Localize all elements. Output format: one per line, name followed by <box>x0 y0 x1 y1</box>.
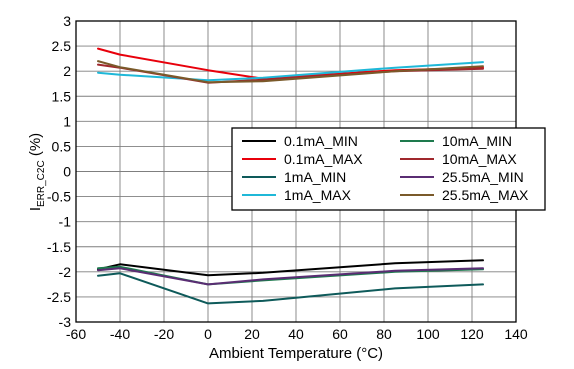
series-line-25-5ma-min <box>97 267 484 286</box>
legend-label-1ma-min: 1mA_MIN <box>284 169 346 185</box>
y-tick-label: -0.5 <box>47 189 71 205</box>
x-tick-label: 80 <box>376 326 392 342</box>
y-tick-label: -3 <box>59 314 72 330</box>
y-tick-label: -2.5 <box>47 289 71 305</box>
y-tick-label: 0.5 <box>52 138 72 154</box>
x-tick-label: -20 <box>154 326 174 342</box>
series-line-1ma-min <box>97 272 484 305</box>
legend-box <box>231 127 546 211</box>
y-tick-label: -1.5 <box>47 239 71 255</box>
legend-label-1ma-max: 1mA_MAX <box>284 187 352 203</box>
legend-label-25-5ma-min: 25.5mA_MIN <box>442 169 524 185</box>
y-tick-label: 0 <box>63 164 71 180</box>
x-tick-label: 40 <box>288 326 304 342</box>
x-tick-label: 140 <box>504 326 528 342</box>
x-tick-label: -40 <box>110 326 130 342</box>
y-tick-label: -2 <box>59 264 72 280</box>
y-axis-title-main: I <box>27 207 44 211</box>
legend-label-25-5ma-max: 25.5mA_MAX <box>442 187 529 203</box>
y-axis-title-subscript: ERR_C2C <box>36 160 47 207</box>
legend: 0.1mA_MIN 10mA_MIN 0.1mA_MAX 10mA_MAX 1mA_MI… <box>231 127 546 211</box>
y-tick-label: 3 <box>63 13 71 29</box>
legend-label-0-1ma-min: 0.1mA_MIN <box>284 133 358 149</box>
series-line-25-5ma-max <box>97 60 484 84</box>
legend-label-10ma-min: 10mA_MIN <box>442 133 512 149</box>
legend-label-10ma-max: 10mA_MAX <box>442 151 517 167</box>
x-tick-label: -60 <box>66 326 86 342</box>
y-tick-label: 1 <box>63 113 71 129</box>
x-tick-label: 120 <box>460 326 484 342</box>
x-tick-label: 0 <box>204 326 212 342</box>
series-lines <box>97 47 484 305</box>
x-tick-label: 60 <box>332 326 348 342</box>
tick-labels: -60 -40 -20 0 20 40 60 80 100 120 14032.521.510.50… <box>47 13 528 342</box>
y-axis-title: IERR_C2C (%) <box>27 133 47 211</box>
x-axis-title: Ambient Temperature (°C) <box>209 345 383 362</box>
legend-label-0-1ma-max: 0.1mA_MAX <box>284 151 363 167</box>
x-tick-label: 100 <box>416 326 440 342</box>
series-line-1ma-max <box>97 61 484 82</box>
y-tick-label: -1 <box>59 214 72 230</box>
y-tick-label: 2 <box>63 63 71 79</box>
y-tick-label: 2.5 <box>52 38 72 54</box>
series-line-0-1ma-min <box>97 259 484 277</box>
y-tick-label: 1.5 <box>52 88 72 104</box>
y-axis-title-suffix: (%) <box>27 133 44 161</box>
x-tick-label: 20 <box>244 326 260 342</box>
